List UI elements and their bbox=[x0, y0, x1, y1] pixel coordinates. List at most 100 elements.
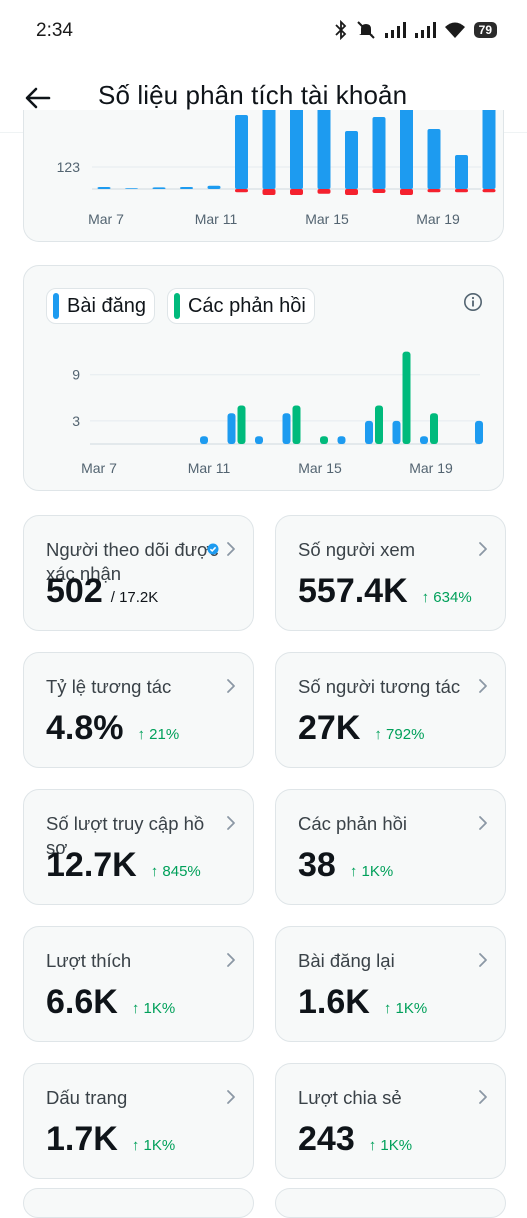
stat-value-row: 4.8% ↑ 21% bbox=[46, 709, 179, 748]
impressions-bar bbox=[125, 188, 138, 189]
stat-card[interactable]: Tỷ lệ tương tác 4.8% ↑ 21% bbox=[23, 652, 254, 768]
negative-bar bbox=[427, 189, 441, 193]
info-icon[interactable] bbox=[463, 292, 483, 312]
replies-bar bbox=[320, 436, 328, 444]
wifi-icon bbox=[444, 22, 465, 38]
posts-bar bbox=[255, 436, 263, 444]
stat-value: 557.4K bbox=[298, 572, 408, 610]
chevron-right-icon[interactable] bbox=[225, 677, 237, 695]
stat-total: / 17.2K bbox=[110, 589, 159, 606]
stat-value-row: 243 ↑ 1K% bbox=[298, 1120, 412, 1159]
x-tick-label: Mar 15 bbox=[298, 460, 342, 476]
x-tick-label: Mar 19 bbox=[416, 211, 460, 227]
impressions-chart: 123 Mar 7 Mar 11 Mar 15 Mar 19 bbox=[57, 110, 496, 227]
negative-bar bbox=[372, 189, 386, 193]
mute-icon bbox=[356, 21, 375, 39]
legend-replies[interactable]: Các phản hồi bbox=[166, 288, 315, 324]
stat-card[interactable]: Số lượt truy cập hồ sơ 12.7K ↑ 845% bbox=[23, 789, 254, 905]
stat-value: 502 bbox=[46, 572, 103, 610]
battery-icon: 79 bbox=[473, 22, 497, 38]
stat-value-row: 557.4K ↑ 634% bbox=[298, 572, 472, 611]
x-tick-label: Mar 7 bbox=[81, 460, 117, 476]
stat-card[interactable]: Dấu trang 1.7K ↑ 1K% bbox=[23, 1063, 254, 1179]
next-card-edge bbox=[23, 1188, 254, 1218]
stat-card[interactable]: Lượt chia sẻ 243 ↑ 1K% bbox=[275, 1063, 506, 1179]
stat-label: Dấu trang bbox=[46, 1087, 128, 1108]
stat-value: 4.8% bbox=[46, 709, 124, 747]
y-tick-label: 123 bbox=[57, 159, 81, 175]
stat-value-row: 1.7K ↑ 1K% bbox=[46, 1120, 175, 1159]
negative-bar bbox=[482, 189, 496, 193]
arrow-left-icon bbox=[25, 87, 51, 109]
stat-card[interactable]: Số người xem 557.4K ↑ 634% bbox=[275, 515, 506, 631]
posts-bar bbox=[365, 420, 373, 444]
stat-card[interactable]: Các phản hồi 38 ↑ 1K% bbox=[275, 789, 506, 905]
stat-value-row: 502 / 17.2K bbox=[46, 572, 158, 611]
posts-bar bbox=[200, 436, 208, 444]
chevron-right-icon[interactable] bbox=[477, 814, 489, 832]
stat-label: Người theo dõi được xác nhận bbox=[46, 539, 219, 584]
impressions-bar bbox=[345, 131, 358, 189]
stat-value: 27K bbox=[298, 709, 361, 747]
negative-bar bbox=[317, 189, 331, 194]
stat-label: Số người xem bbox=[298, 539, 416, 560]
chevron-right-icon[interactable] bbox=[477, 951, 489, 969]
chevron-right-icon[interactable] bbox=[225, 1088, 237, 1106]
back-button[interactable] bbox=[22, 82, 54, 114]
chevron-right-icon[interactable] bbox=[225, 951, 237, 969]
stat-value: 12.7K bbox=[46, 846, 137, 884]
impressions-bar bbox=[262, 110, 276, 189]
stat-card[interactable]: Người theo dõi được xác nhận 502 / 17.2K bbox=[23, 515, 254, 631]
stat-value-row: 12.7K ↑ 845% bbox=[46, 846, 201, 885]
posts-bar bbox=[282, 413, 291, 444]
stat-card[interactable]: Bài đăng lại 1.6K ↑ 1K% bbox=[275, 926, 506, 1042]
stat-label: Bài đăng lại bbox=[298, 950, 395, 971]
chevron-right-icon[interactable] bbox=[477, 540, 489, 558]
chevron-right-icon[interactable] bbox=[477, 1088, 489, 1106]
y-tick-label: 9 bbox=[72, 367, 80, 383]
status-bar: 2:34 79 bbox=[0, 0, 527, 64]
impressions-bar bbox=[317, 110, 331, 189]
negative-bar bbox=[262, 189, 276, 195]
chart-legend: Bài đăng Các phản hồi bbox=[46, 288, 315, 324]
negative-bar bbox=[235, 189, 248, 193]
stat-change: ↑ 1K% bbox=[368, 1137, 413, 1154]
stat-value-row: 1.6K ↑ 1K% bbox=[298, 983, 427, 1022]
x-tick-label: Mar 7 bbox=[88, 211, 124, 227]
impressions-bar bbox=[207, 185, 221, 189]
legend-posts[interactable]: Bài đăng bbox=[46, 288, 155, 324]
posts-swatch bbox=[53, 293, 59, 319]
chevron-right-icon[interactable] bbox=[477, 677, 489, 695]
negative-bar bbox=[455, 189, 468, 193]
bluetooth-icon bbox=[335, 20, 346, 40]
impressions-bar bbox=[235, 115, 248, 189]
x-tick-label: Mar 11 bbox=[195, 211, 238, 227]
next-card-edge bbox=[275, 1188, 506, 1218]
stat-value-row: 6.6K ↑ 1K% bbox=[46, 983, 175, 1022]
replies-bar bbox=[375, 405, 383, 444]
stat-change: ↑ 845% bbox=[150, 863, 201, 880]
x-tick-label: Mar 15 bbox=[305, 211, 349, 227]
posts-bar bbox=[420, 436, 428, 444]
x-tick-label: Mar 19 bbox=[409, 460, 453, 476]
posts-bar bbox=[475, 420, 483, 444]
impressions-chart-card: 123 Mar 7 Mar 11 Mar 15 Mar 19 bbox=[23, 110, 504, 242]
page-title: Số liệu phân tích tài khoản bbox=[98, 80, 408, 110]
stat-value: 38 bbox=[298, 846, 336, 884]
stat-label: Tỷ lệ tương tác bbox=[46, 676, 172, 697]
stat-label: Số người tương tác bbox=[298, 676, 461, 697]
negative-bar bbox=[345, 189, 358, 195]
posts-bar bbox=[227, 413, 236, 444]
stat-value: 1.6K bbox=[298, 983, 370, 1021]
stat-card[interactable]: Lượt thích 6.6K ↑ 1K% bbox=[23, 926, 254, 1042]
y-tick-label: 3 bbox=[72, 413, 80, 429]
stat-card[interactable]: Số người tương tác 27K ↑ 792% bbox=[275, 652, 506, 768]
impressions-bar bbox=[400, 110, 413, 189]
stat-label: Lượt thích bbox=[46, 950, 132, 971]
chevron-right-icon[interactable] bbox=[225, 814, 237, 832]
x-tick-label: Mar 11 bbox=[188, 460, 231, 476]
chevron-right-icon[interactable] bbox=[225, 540, 237, 558]
stat-label: Số lượt truy cập hồ sơ bbox=[46, 813, 205, 858]
stat-change: ↑ 21% bbox=[137, 726, 180, 743]
posts-bar bbox=[337, 436, 346, 444]
